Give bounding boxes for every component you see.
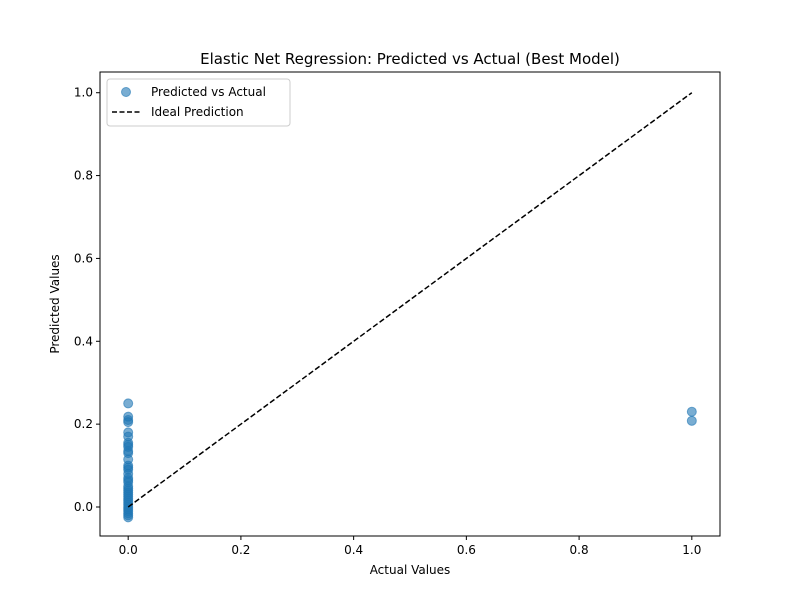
legend-marker-scatter bbox=[121, 87, 131, 97]
y-tick-label: 0.6 bbox=[74, 251, 93, 265]
x-axis-ticks: 0.0 0.2 0.4 0.6 0.8 1.0 bbox=[119, 536, 701, 557]
y-tick-label: 1.0 bbox=[74, 86, 93, 100]
legend-label-line: Ideal Prediction bbox=[151, 105, 244, 119]
x-tick-label: 0.6 bbox=[457, 543, 476, 557]
y-tick-label: 0.0 bbox=[74, 500, 93, 514]
y-tick-label: 0.8 bbox=[74, 169, 93, 183]
y-tick-label: 0.2 bbox=[74, 417, 93, 431]
y-axis-label: Predicted Values bbox=[48, 254, 62, 353]
legend-label-scatter: Predicted vs Actual bbox=[151, 85, 266, 99]
scatter-point bbox=[123, 417, 134, 428]
y-axis-ticks: 0.0 0.2 0.4 0.6 0.8 1.0 bbox=[74, 86, 100, 514]
legend-box bbox=[106, 78, 291, 127]
x-axis-label: Actual Values bbox=[370, 563, 451, 577]
ideal-prediction-line bbox=[127, 92, 693, 508]
x-tick-label: 0.8 bbox=[570, 543, 589, 557]
plot-frame bbox=[99, 71, 721, 537]
scatter-point bbox=[686, 415, 697, 426]
x-tick-label: 0.0 bbox=[119, 543, 138, 557]
scatter-point bbox=[123, 398, 134, 409]
scatter-point bbox=[123, 512, 134, 523]
legend: Predicted vs Actual Ideal Prediction bbox=[106, 78, 291, 127]
x-tick-label: 0.2 bbox=[231, 543, 250, 557]
y-tick-label: 0.4 bbox=[74, 334, 93, 348]
x-tick-label: 0.4 bbox=[344, 543, 363, 557]
chart-title: Elastic Net Regression: Predicted vs Act… bbox=[200, 50, 620, 68]
scatter-point bbox=[686, 406, 697, 417]
x-tick-label: 1.0 bbox=[682, 543, 701, 557]
plot-marks bbox=[123, 92, 697, 523]
